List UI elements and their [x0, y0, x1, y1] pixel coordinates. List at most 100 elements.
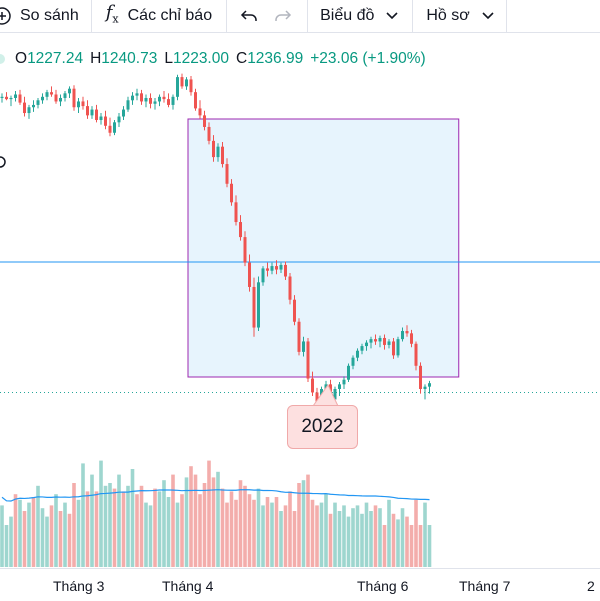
- volume-bar: [184, 477, 189, 567]
- volume-bar: [90, 474, 94, 567]
- volume-bar: [0, 505, 4, 567]
- candle-body: [180, 77, 184, 87]
- volume-bar: [40, 508, 45, 567]
- chart-type-menu[interactable]: Biểu đồ: [308, 0, 412, 32]
- candle-body: [171, 96, 175, 105]
- candle-body: [234, 202, 238, 223]
- candle-body: [63, 93, 67, 98]
- candle-body: [77, 101, 80, 108]
- candle-body: [284, 264, 287, 277]
- candle-body: [257, 282, 260, 328]
- candle-body: [135, 93, 139, 96]
- candle-body: [131, 95, 134, 101]
- volume-bar: [94, 491, 99, 567]
- high-label: H: [90, 50, 102, 67]
- volume-bar: [360, 513, 364, 567]
- candle-body: [32, 104, 35, 108]
- volume-bar: [427, 525, 432, 567]
- volume-bar: [333, 502, 337, 567]
- candle-body: [149, 97, 152, 104]
- volume-bar: [76, 499, 81, 567]
- volume-bar: [117, 474, 121, 567]
- chart-menu-label: Biểu đồ: [320, 7, 375, 24]
- volume-bar: [220, 488, 225, 567]
- candle-body: [126, 100, 130, 110]
- time-axis-label: 2: [587, 578, 595, 594]
- candle-body: [360, 346, 364, 351]
- date-range-callout: 2022: [287, 405, 358, 449]
- volume-bar: [400, 508, 405, 567]
- profile-menu[interactable]: Hồ sơ: [413, 0, 505, 32]
- compare-button[interactable]: So sánh: [0, 0, 91, 32]
- volume-bar: [4, 525, 9, 567]
- volume-bar: [216, 471, 220, 567]
- candle-body: [144, 97, 148, 102]
- volume-bar: [166, 497, 171, 567]
- candle-body: [221, 146, 224, 165]
- candle-body: [387, 341, 391, 345]
- volume-bar: [13, 494, 18, 567]
- undo-button[interactable]: [227, 0, 267, 32]
- candle-body: [140, 93, 143, 102]
- candle-body: [374, 339, 377, 342]
- candle-body: [392, 341, 395, 356]
- volume-bar: [319, 502, 324, 567]
- volume-moving-average-line: [1, 489, 430, 502]
- series-marker-icon: [0, 156, 6, 168]
- redo-button[interactable]: [267, 0, 307, 32]
- volume-bar: [18, 499, 22, 567]
- volume-bar: [72, 483, 76, 567]
- callout-year: 2022: [301, 416, 344, 437]
- candle-body: [306, 341, 310, 379]
- volume-bar: [108, 483, 112, 567]
- candle-body: [72, 88, 76, 108]
- volume-bar: [112, 488, 117, 567]
- open-value: 1227.24: [27, 50, 84, 67]
- candle-body: [405, 331, 409, 334]
- close-value: 1236.99: [247, 50, 304, 67]
- candle-body: [342, 379, 346, 385]
- volume-bar: [378, 508, 382, 567]
- volume-bar: [211, 477, 216, 567]
- candle-body: [113, 122, 116, 133]
- candle-body: [18, 94, 22, 103]
- time-axis[interactable]: Tháng 3 Tháng 4 Tháng 6 Tháng 7 2: [0, 568, 600, 601]
- candle-body: [324, 384, 328, 389]
- volume-bar: [139, 485, 144, 567]
- candle-body: [297, 321, 301, 352]
- candle-body: [167, 99, 170, 105]
- candle-body: [270, 266, 274, 271]
- volume-bar: [148, 505, 153, 567]
- volume-bar: [207, 460, 211, 567]
- candle-body: [86, 106, 89, 116]
- candle-body: [14, 94, 17, 98]
- candle-body: [369, 339, 373, 343]
- redo-icon: [273, 6, 293, 26]
- volume-bar: [175, 502, 180, 567]
- volume-bar: [337, 511, 342, 567]
- volume-bar: [288, 491, 292, 567]
- volume-bar: [265, 497, 270, 567]
- candle-body: [68, 88, 71, 94]
- price-chart[interactable]: [0, 0, 600, 568]
- candle-body: [423, 386, 427, 389]
- volume-bar: [252, 499, 256, 567]
- volume-bar: [387, 499, 391, 567]
- indicators-button[interactable]: fx Các chỉ báo: [92, 0, 226, 32]
- volume-bar: [414, 499, 418, 567]
- volume-bar: [153, 488, 157, 567]
- candle-body: [216, 146, 220, 158]
- volume-bar: [274, 497, 279, 567]
- date-range-selection: [187, 118, 460, 378]
- candle-body: [59, 97, 62, 102]
- candle-body: [108, 125, 112, 133]
- volume-bar: [342, 505, 346, 567]
- legend-dot-icon: [0, 54, 5, 64]
- candle-body: [356, 350, 359, 358]
- candle-body: [189, 79, 193, 93]
- volume-bar: [292, 511, 297, 567]
- candle-body: [104, 116, 107, 126]
- volume-bar: [346, 516, 351, 567]
- candle-body: [203, 115, 206, 127]
- volume-bar: [270, 502, 274, 567]
